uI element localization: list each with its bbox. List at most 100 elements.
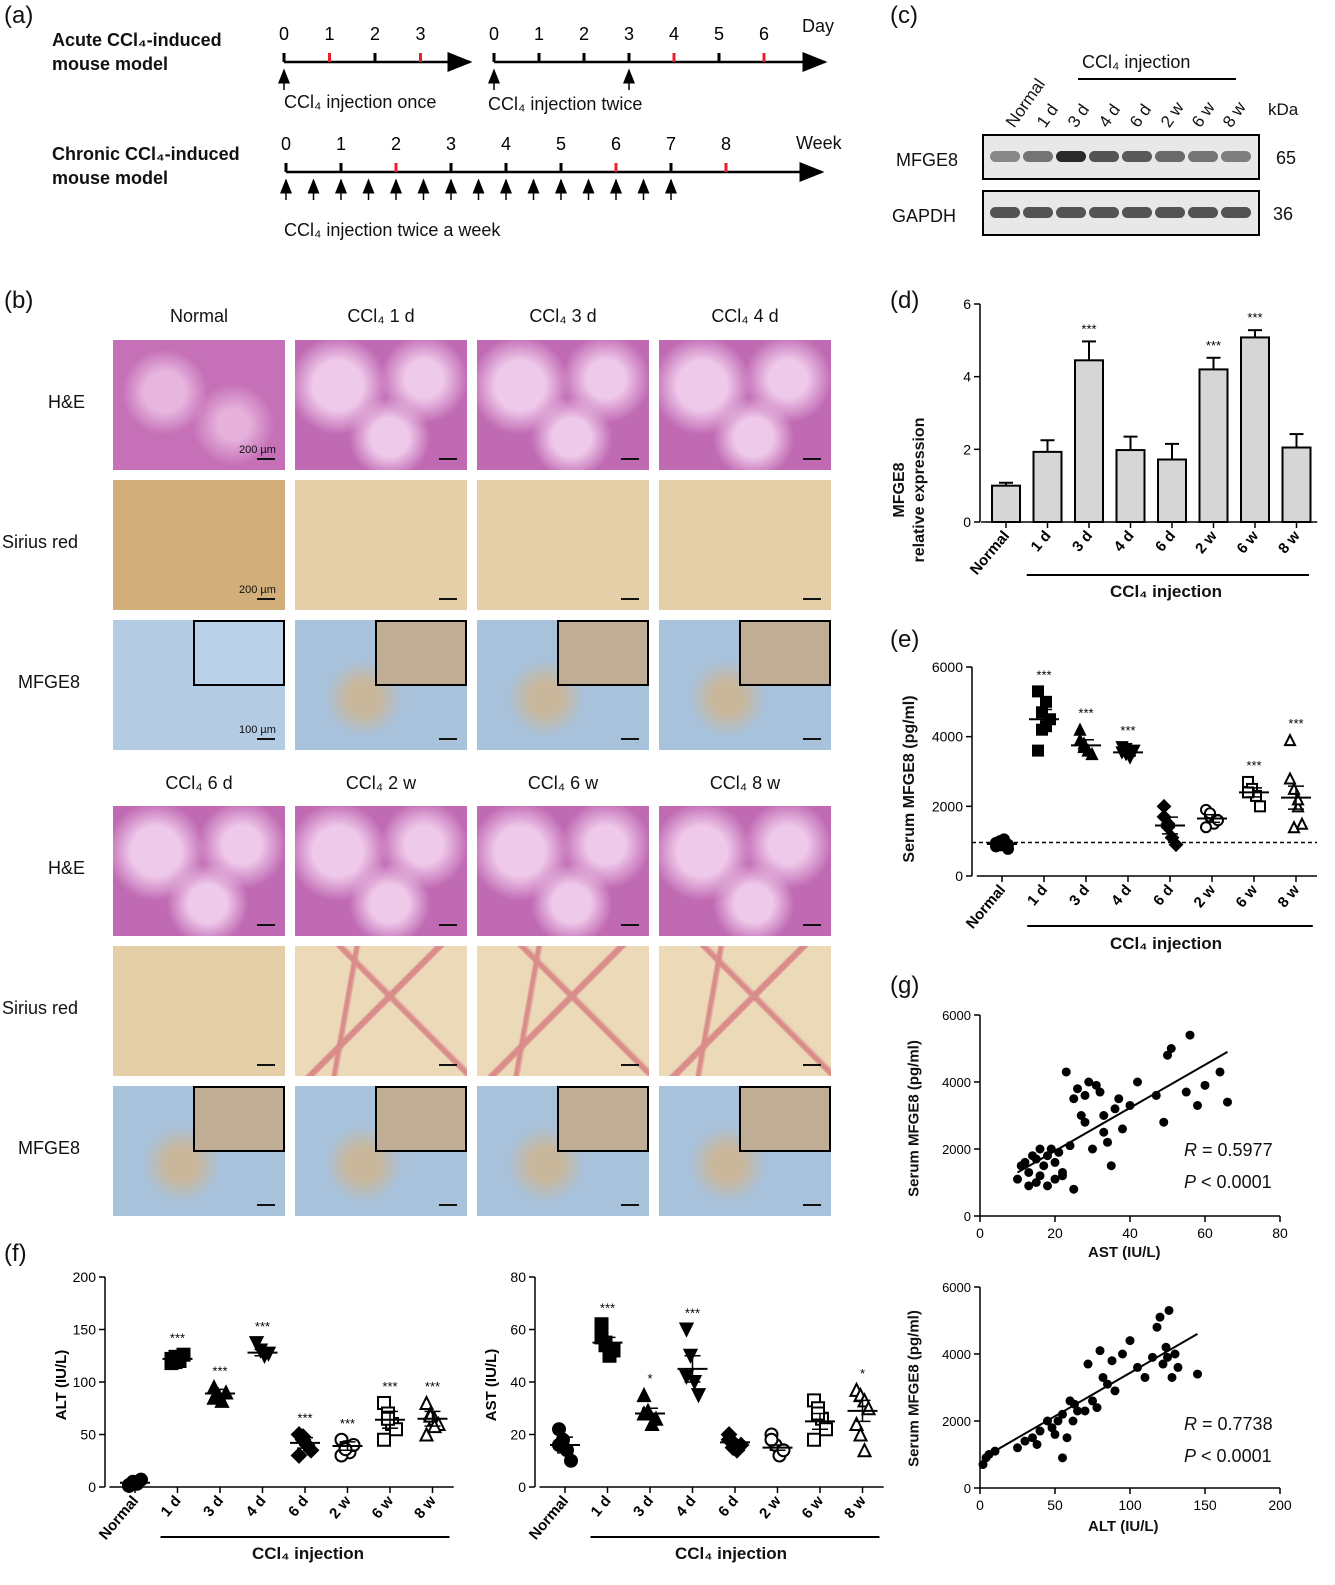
- significance-label: ***: [212, 1363, 227, 1378]
- gapdh-band: [990, 207, 1020, 218]
- column-header: CCl₄ 1 d: [347, 306, 415, 326]
- panel-d-label: (d): [890, 287, 920, 314]
- sirius-red-micrograph: 200 µm: [113, 480, 285, 610]
- data-point: [389, 1422, 403, 1437]
- he-micrograph: 200 µm: [113, 340, 285, 470]
- zoom-inset: [739, 620, 831, 686]
- data-point: [1110, 1104, 1120, 1114]
- panel-d-ylabel-line2: relative expression: [911, 417, 928, 563]
- data-point: [381, 1411, 395, 1426]
- data-point: [1080, 1090, 1090, 1100]
- data-point: [1155, 1312, 1165, 1322]
- g2-r-text: = 0.7738: [1202, 1414, 1273, 1434]
- mfge8-band: [1221, 151, 1251, 162]
- data-point: [1073, 1084, 1082, 1094]
- bar: [991, 484, 1021, 524]
- significance-label: ***: [1247, 310, 1262, 325]
- data-point: [1035, 1426, 1045, 1436]
- blot-group-line: [1078, 78, 1236, 80]
- bar: [1074, 359, 1104, 523]
- x-tick-label: Normal: [967, 528, 1013, 579]
- y-tick-label: 80: [510, 1269, 526, 1285]
- zoom-inset: [193, 620, 285, 686]
- scale-bar: [621, 598, 639, 600]
- g2-p-text: < 0.0001: [1201, 1446, 1272, 1466]
- g1-r-symbol: R: [1184, 1140, 1197, 1160]
- data-point: [1193, 1369, 1202, 1379]
- data-point: [1204, 807, 1216, 820]
- scale-bar-label: 100 µm: [239, 724, 276, 736]
- y-tick-label: 6: [963, 296, 971, 312]
- x-tick-label: Normal: [963, 882, 1009, 933]
- timeline-diagram: 0 1 2 3 0 1 2 3 4 5 6 0 1 2 3 4 5 6 7 8: [278, 24, 828, 200]
- y-tick-label: 0: [964, 1481, 971, 1496]
- he-micrograph: [295, 806, 467, 936]
- data-point: [260, 1346, 277, 1362]
- x-tick-label: 2 w: [1190, 881, 1219, 911]
- mfge8-ihc-micrograph: 100 µm: [113, 620, 285, 750]
- x-tick-label: 3 d: [200, 1493, 227, 1521]
- day-unit-label: Day: [802, 16, 835, 36]
- data-point: [1050, 1174, 1060, 1184]
- data-point: [1200, 1080, 1210, 1090]
- y-tick-label: 4: [963, 369, 971, 385]
- mfge8-ihc-micrograph: [477, 620, 649, 750]
- significance-label: ***: [1120, 723, 1135, 738]
- he-micrograph: [477, 806, 649, 936]
- panel-c-label: (c): [890, 2, 918, 29]
- x-tick-label: 8 w: [411, 1492, 440, 1522]
- scale-bar: [257, 598, 275, 600]
- g1-p-text: < 0.0001: [1201, 1172, 1272, 1192]
- data-point: [1164, 1305, 1174, 1315]
- row-header: MFGE8: [18, 672, 81, 692]
- data-point: [1099, 1127, 1109, 1137]
- significance-label: ***: [1246, 758, 1261, 773]
- data-point: [1083, 1359, 1093, 1369]
- scale-bar: [621, 738, 639, 740]
- x-tick-label: 6 w: [1233, 527, 1262, 557]
- x-tick-label: 6 d: [1150, 882, 1177, 910]
- scale-bar: [803, 458, 821, 460]
- timeline-tick-label: 7: [666, 134, 676, 154]
- bar: [1198, 368, 1229, 524]
- y-tick-label: 40: [510, 1374, 526, 1390]
- blot-lane-label: 1 d: [1033, 100, 1063, 131]
- data-point: [1024, 1167, 1034, 1177]
- scatter-chart-g-alt: 0 2000 4000 6000 0 50 100 150 200: [942, 1280, 1292, 1513]
- sirius-red-micrograph: [659, 480, 831, 610]
- g2-p-value: P < 0.0001: [1184, 1446, 1272, 1467]
- data-point: [1080, 1406, 1090, 1416]
- timeline-tick-label: 6: [611, 134, 621, 154]
- y-tick-label: 0: [88, 1479, 96, 1495]
- significance-label: ***: [297, 1411, 312, 1426]
- data-point: [764, 1432, 779, 1447]
- data-point: [1107, 1356, 1117, 1366]
- timeline-tick-label: 0: [281, 134, 291, 154]
- scale-bar: [803, 1204, 821, 1206]
- scale-bar-label: 200 µm: [239, 444, 276, 456]
- y-tick-label: 6000: [942, 1280, 971, 1295]
- scatter-chart-e: *** *** *** *** *** 0 2000 4000 6000 Normal 1 d 3 d…: [932, 659, 1317, 933]
- mfge8-band: [1188, 151, 1218, 162]
- data-point: [1291, 792, 1305, 806]
- chronic-title-line1: Chronic CCl₄-induced: [52, 144, 240, 164]
- significance-label: ***: [425, 1379, 440, 1394]
- significance-label: ***: [255, 1319, 270, 1334]
- timeline-tick-label: 3: [446, 134, 456, 154]
- panel-g2-xlabel: ALT (IU/L): [1088, 1518, 1159, 1535]
- zoom-inset: [739, 1086, 831, 1152]
- gapdh-blot: [982, 190, 1260, 236]
- note-injection-twice-weekly: CCl₄ injection twice a week: [284, 220, 501, 240]
- data-point: [1140, 1372, 1150, 1382]
- data-point: [1254, 800, 1266, 813]
- panel-g2-ylabel: Serum MFGE8 (pg/ml): [905, 1310, 923, 1467]
- data-point: [1095, 1087, 1105, 1097]
- data-point: [1032, 744, 1044, 757]
- y-axis-title: AST (IU/L): [483, 1349, 500, 1422]
- data-point: [848, 1415, 865, 1431]
- zoom-inset: [375, 620, 467, 686]
- panel-e-label: (e): [890, 626, 920, 653]
- data-point: [168, 1355, 183, 1370]
- mfge8-band: [1122, 151, 1152, 162]
- data-point: [1173, 1362, 1183, 1372]
